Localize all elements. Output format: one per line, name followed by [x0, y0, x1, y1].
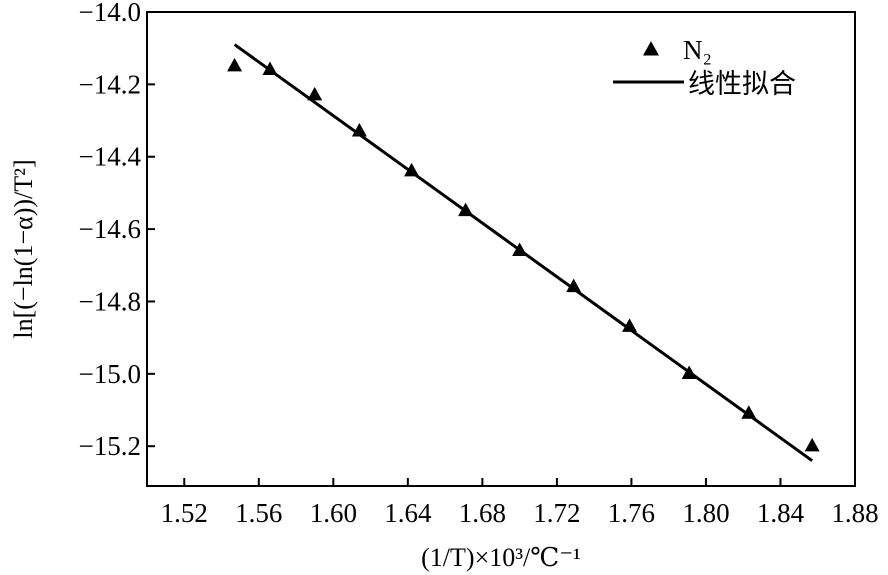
y-axis-title: ln[(−ln(1−α))/T²] [9, 159, 38, 338]
y-tick-label: −15.2 [79, 431, 141, 461]
x-tick-label: 1.52 [161, 498, 208, 528]
legend-label-n2: N₂ [683, 35, 712, 65]
data-point [512, 242, 528, 256]
legend: N₂ 线性拟合 [613, 35, 796, 100]
y-tick-label: −14.8 [79, 286, 141, 316]
x-tick-label: 1.56 [235, 498, 282, 528]
data-point [741, 405, 757, 419]
x-tick-label: 1.80 [682, 498, 729, 528]
data-point [566, 278, 582, 293]
y-tick-label: −14.2 [79, 69, 141, 99]
x-axis: 1.52 1.56 1.60 1.64 1.68 1.72 1.76 1.80 1.84 1.88 [161, 478, 879, 528]
y-axis: −14.0 −14.2 −14.4 −14.6 −14.8 −15.0 −15.2 [79, 0, 155, 461]
y-tick-label: −15.0 [79, 359, 141, 389]
data-point [404, 162, 420, 177]
x-tick-label: 1.68 [459, 498, 506, 528]
data-point [458, 202, 474, 217]
x-tick-label: 1.76 [608, 498, 655, 528]
x-tick-label: 1.60 [310, 498, 357, 528]
data-point [804, 437, 820, 452]
data-points [227, 57, 820, 452]
legend-label-linear-fit: 线性拟合 [688, 69, 796, 100]
data-point [622, 318, 638, 332]
x-tick-label: 1.72 [533, 498, 580, 528]
legend-label-n2-text: N₂ [683, 35, 712, 65]
x-tick-label: 1.84 [757, 498, 805, 528]
plot-frame [146, 11, 856, 487]
data-point [262, 61, 278, 76]
data-point [227, 57, 243, 72]
y-tick-label: −14.4 [79, 142, 142, 172]
x-axis-title: (1/T)×10³/℃⁻¹ [421, 543, 581, 572]
x-tick-label: 1.64 [384, 498, 432, 528]
data-point [681, 365, 697, 379]
data-point [351, 123, 367, 137]
legend-triangle-marker [643, 41, 659, 56]
data-point [307, 86, 323, 101]
x-tick-label: 1.88 [831, 498, 878, 528]
y-tick-label: −14.6 [79, 214, 141, 244]
y-tick-label: −14.0 [79, 0, 141, 27]
plot-border [146, 11, 856, 487]
